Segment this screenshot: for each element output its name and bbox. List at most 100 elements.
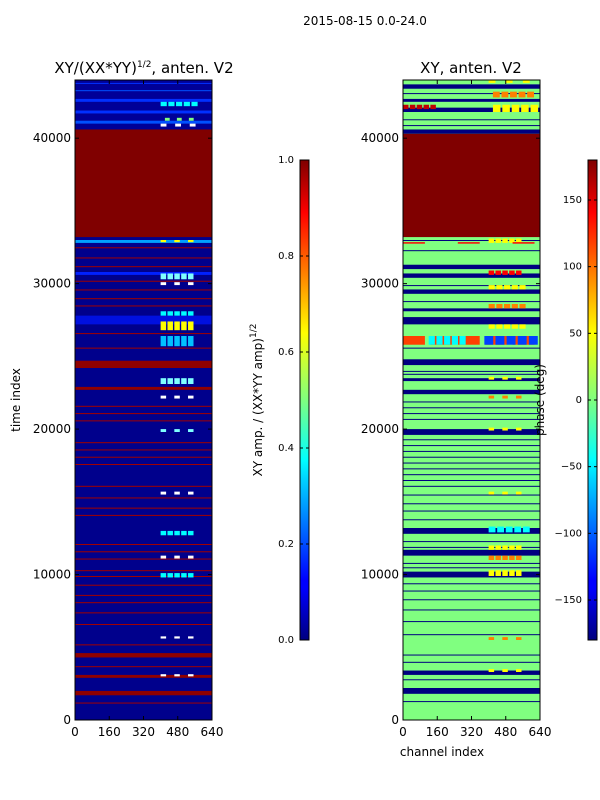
heatmap-line — [403, 541, 540, 543]
heatmap-spot — [516, 238, 522, 243]
heatmap-spot — [403, 336, 425, 345]
heatmap-spot — [505, 80, 513, 83]
heatmap-line — [403, 250, 540, 252]
heatmap-spot — [518, 91, 526, 98]
heatmap-band — [403, 670, 540, 675]
heatmap-line — [75, 90, 212, 92]
heatmap-spot — [488, 395, 495, 399]
colorbar-tick-label: 0.2 — [278, 539, 294, 550]
heatmap-spot — [181, 273, 187, 280]
heatmap-spot — [521, 104, 529, 112]
heatmap-line — [75, 544, 212, 545]
heatmap-line — [75, 305, 212, 307]
heatmap-spot — [174, 273, 180, 280]
heatmap-spot — [516, 395, 522, 399]
heatmap-spot — [488, 669, 495, 672]
heatmap-line — [75, 456, 212, 458]
heatmap-band — [403, 264, 540, 270]
heatmap-spot — [517, 336, 527, 345]
heatmap-band — [75, 690, 212, 696]
heatmap-spot — [504, 304, 511, 309]
heatmap-line — [403, 546, 540, 548]
heatmap-spot — [509, 270, 515, 275]
heatmap-spot — [167, 530, 173, 536]
heatmap-spot — [176, 117, 182, 121]
heatmap-spot — [176, 101, 183, 107]
heatmap-line — [403, 519, 540, 521]
heatmap-spot — [175, 123, 182, 127]
heatmap-band — [403, 133, 540, 238]
heatmap-spot — [516, 637, 522, 640]
heatmap-band — [75, 674, 212, 678]
heatmap-spot — [495, 270, 501, 275]
heatmap-band — [75, 110, 212, 114]
heatmap-spot — [516, 491, 522, 495]
heatmap-spot — [501, 91, 509, 98]
colorbar-tick-label: 0.6 — [278, 347, 294, 358]
amplitude-x-axis: 0 160 320 480 640 — [71, 80, 223, 739]
heatmap-spot — [496, 324, 503, 329]
heatmap-spot — [488, 80, 496, 83]
heatmap-spot — [160, 240, 167, 243]
heatmap-spot — [488, 570, 495, 576]
heatmap-spot — [181, 378, 187, 384]
heatmap-spot — [160, 530, 167, 536]
heatmap-spot — [502, 637, 508, 640]
heatmap-line — [75, 551, 212, 553]
heatmap-spot — [167, 573, 173, 578]
heatmap-spot — [181, 336, 187, 347]
heatmap-line — [75, 449, 212, 451]
heatmap-band — [75, 272, 212, 275]
heatmap-spot — [160, 555, 167, 559]
heatmap-line — [403, 494, 540, 496]
heatmap-line — [403, 119, 540, 121]
heatmap-spot — [519, 285, 526, 290]
heatmap-band — [403, 84, 540, 89]
phase-heatmap — [403, 80, 540, 720]
heatmap-spot — [174, 336, 180, 347]
x-tick-label: 480 — [494, 725, 517, 739]
amplitude-y-axis: 0 10000 20000 30000 40000 — [33, 131, 212, 727]
y-tick-label: 40000 — [361, 131, 399, 145]
heatmap-line — [403, 445, 540, 447]
heatmap-line — [75, 413, 212, 415]
heatmap-line — [75, 497, 212, 499]
heatmap-spot — [188, 117, 194, 121]
heatmap-spot — [188, 311, 194, 316]
heatmap-spot — [509, 570, 515, 576]
heatmap-spot — [519, 304, 526, 309]
heatmap-band — [403, 378, 540, 382]
heatmap-spot — [527, 91, 535, 98]
heatmap-spot — [502, 238, 508, 243]
x-tick-label: 640 — [201, 725, 224, 739]
heatmap-spot — [174, 530, 180, 536]
heatmap-spot — [488, 491, 495, 495]
heatmap-spot — [511, 304, 518, 309]
heatmap-spot — [512, 242, 535, 244]
heatmap-line — [403, 485, 540, 487]
heatmap-line — [403, 301, 540, 303]
heatmap-spot — [492, 104, 501, 112]
heatmap-spot — [188, 674, 194, 677]
heatmap-spot — [509, 238, 515, 243]
colorbar-tick-label: −150 — [555, 595, 582, 606]
heatmap-spot — [167, 336, 173, 347]
amplitude-panel: XY/(XX*YY)1/2, anten. V2 0 160 320 480 640 0… — [9, 59, 234, 739]
heatmap-spot — [457, 336, 480, 345]
heatmap-line — [403, 701, 540, 703]
heatmap-spot — [168, 101, 175, 107]
heatmap-spot — [519, 324, 526, 329]
heatmap-line — [403, 285, 540, 287]
heatmap-spot — [188, 555, 194, 559]
heatmap-spot — [174, 491, 180, 495]
heatmap-spot — [164, 117, 170, 121]
heatmap-spot — [160, 395, 167, 399]
heatmap-spot — [459, 336, 466, 345]
heatmap-spot — [502, 570, 508, 576]
heatmap-line — [403, 590, 540, 592]
heatmap-spot — [174, 282, 180, 286]
heatmap-spot — [174, 429, 180, 432]
heatmap-band — [75, 653, 212, 658]
heatmap-spot — [511, 285, 518, 290]
amplitude-colorbar-label: XY amp. / (XX*YY amp)1/2 — [249, 324, 265, 477]
